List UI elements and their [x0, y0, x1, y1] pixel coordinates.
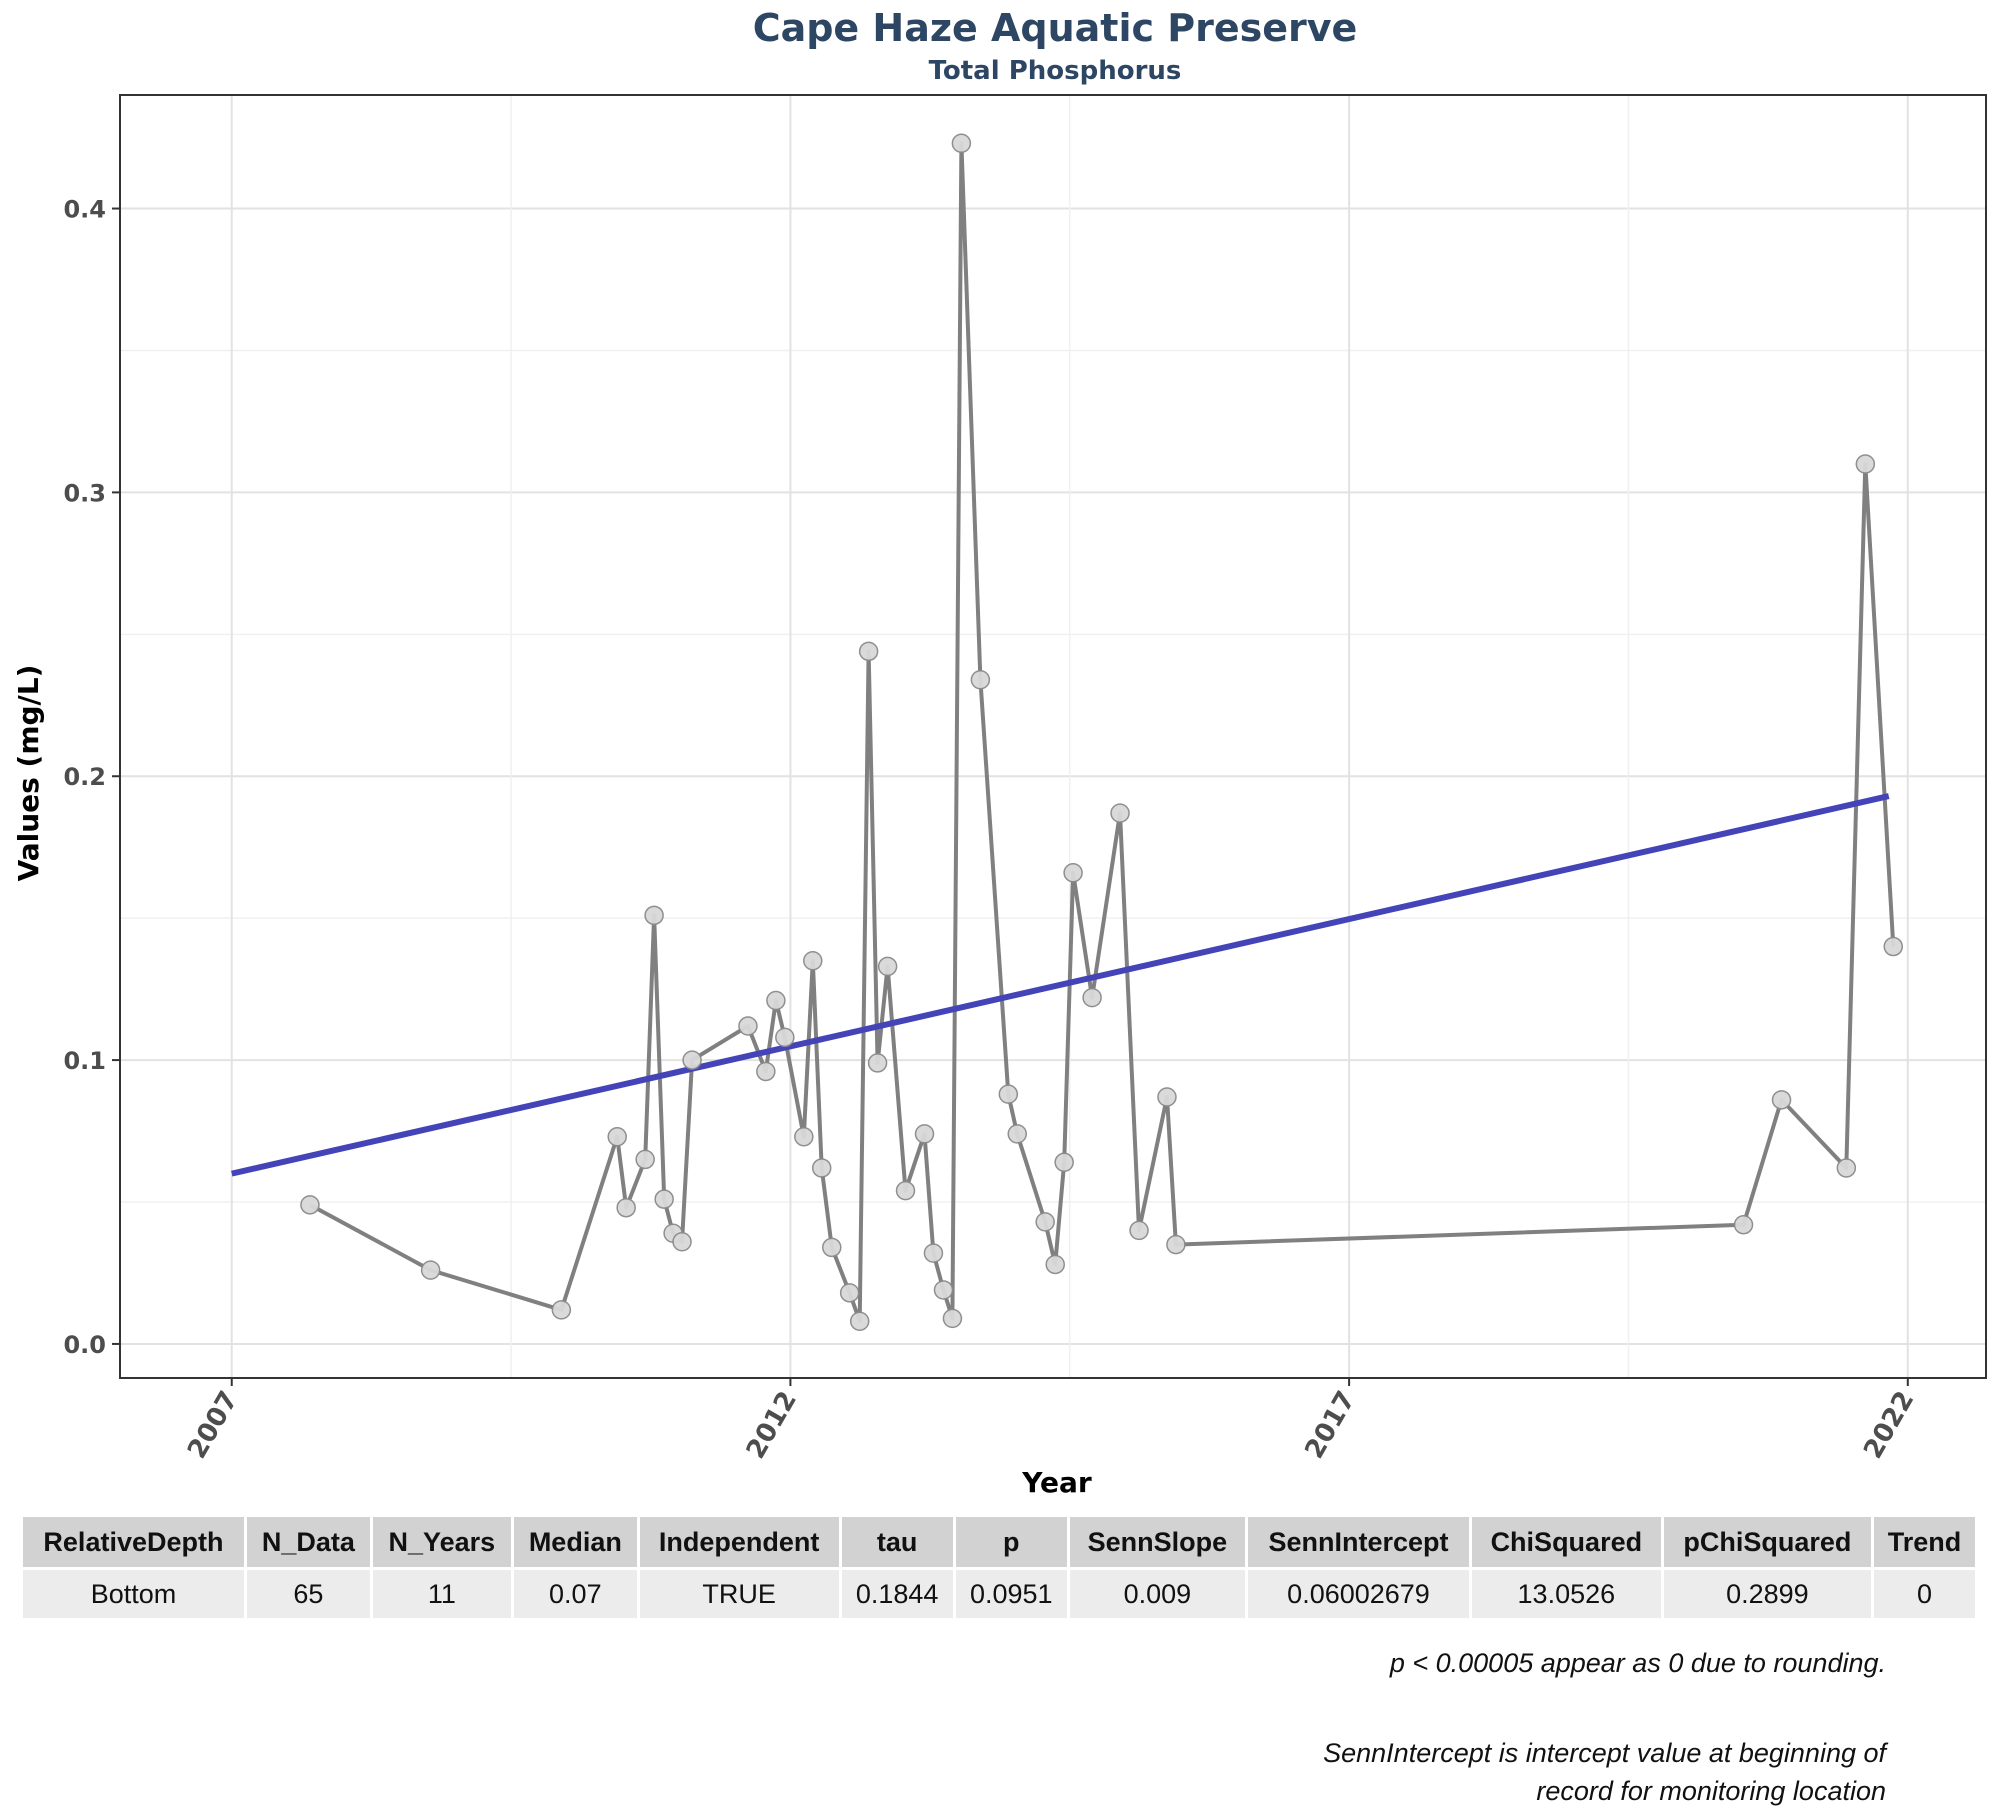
y-tick-label: 0.0: [63, 1331, 106, 1359]
data-point: [1733, 1214, 1754, 1235]
chart-subtitle: Total Phosphorus: [928, 56, 1182, 86]
table-cell: 65: [246, 1570, 370, 1618]
table-header-cell: N_Data: [246, 1517, 370, 1567]
data-point: [822, 1237, 842, 1258]
data-point: [1007, 1124, 1027, 1144]
data-point: [877, 956, 898, 977]
data-point: [895, 1180, 916, 1201]
data-point: [1063, 862, 1083, 883]
table-cell: 0.009: [1069, 1570, 1246, 1618]
table-header-cell: Independent: [639, 1517, 839, 1567]
data-point: [1035, 1212, 1055, 1232]
rounding-note: p < 0.00005 appear as 0 due to rounding.: [1389, 1648, 1886, 1678]
line-chart: 0.0 0.1 0.2 0.3 0.4 2007 2012 2017 2022 Year Val…: [12, 94, 1987, 1499]
intercept-note-line-2: record for monitoring location: [1536, 1776, 1886, 1806]
data-point: [1082, 987, 1102, 1008]
table-header-row: RelativeDepth N_Data N_Years Median Independ…: [23, 1517, 1975, 1567]
intercept-note-line-1: SennIntercept is intercept value at begi…: [1323, 1738, 1886, 1768]
data-point: [998, 1084, 1019, 1104]
table-cell: 0: [1874, 1570, 1975, 1618]
y-tick-label: 0.1: [63, 1047, 106, 1075]
data-point: [654, 1189, 674, 1209]
table-header-cell: ChiSquared: [1471, 1517, 1661, 1567]
data-point: [942, 1308, 963, 1329]
data-point: [803, 950, 823, 971]
table-cell: 0.07: [513, 1570, 637, 1618]
data-point: [1157, 1087, 1177, 1107]
data-point: [1166, 1234, 1186, 1255]
data-point: [1045, 1254, 1065, 1275]
data-point: [839, 1283, 860, 1303]
data-point: [867, 1053, 888, 1073]
x-tick-label: 2022: [1858, 1386, 1920, 1464]
data-point: [300, 1195, 320, 1215]
table-cell: 0.0951: [955, 1570, 1067, 1618]
table-header-cell: N_Years: [372, 1517, 511, 1567]
data-point: [811, 1158, 832, 1178]
table-header-cell: Trend: [1874, 1517, 1975, 1567]
table-header-cell: SennSlope: [1069, 1517, 1246, 1567]
data-point: [672, 1232, 692, 1252]
data-point: [756, 1061, 776, 1082]
plot-background: [120, 95, 1986, 1378]
y-tick-label: 0.4: [63, 196, 106, 224]
data-point: [1110, 803, 1130, 823]
chart-title: Cape Haze Aquatic Preserve: [752, 6, 1358, 50]
table-header-cell: p: [955, 1517, 1067, 1567]
data-point: [794, 1126, 814, 1147]
data-point: [951, 133, 972, 154]
data-point: [858, 641, 879, 662]
data-point: [775, 1027, 795, 1048]
data-point: [1883, 936, 1904, 957]
table-cell: Bottom: [23, 1570, 244, 1618]
y-tick-label: 0.3: [63, 479, 106, 507]
table-cell: 0.1844: [841, 1570, 953, 1618]
grid-lines: [120, 95, 1986, 1378]
table-header-cell: pChiSquared: [1663, 1517, 1872, 1567]
data-point: [849, 1311, 870, 1331]
y-tick-label: 0.2: [63, 763, 106, 791]
data-point: [616, 1197, 636, 1218]
data-point: [914, 1124, 935, 1144]
data-point: [970, 669, 991, 690]
table-row: Bottom 65 11 0.07 TRUE 0.1844 0.0951 0.009 0.060…: [23, 1570, 1975, 1618]
data-point: [1054, 1152, 1074, 1173]
x-axis-label: Year: [1021, 1466, 1092, 1499]
table-header-cell: RelativeDepth: [23, 1517, 244, 1567]
data-point: [607, 1126, 627, 1147]
x-tick-label: 2012: [741, 1386, 803, 1464]
table-cell: 11: [372, 1570, 511, 1618]
plot-border: [119, 94, 1987, 1379]
table-cell: 0.2899: [1663, 1570, 1872, 1618]
data-point: [1771, 1090, 1792, 1110]
table-cell: 13.0526: [1471, 1570, 1661, 1618]
data-point: [933, 1280, 954, 1300]
data-point: [738, 1016, 758, 1036]
data-point: [1836, 1158, 1857, 1178]
table-header-cell: Median: [513, 1517, 637, 1567]
table-header-cell: SennIntercept: [1248, 1517, 1469, 1567]
data-point: [420, 1260, 441, 1280]
data-point: [551, 1300, 572, 1320]
x-tick-label: 2017: [1299, 1386, 1361, 1464]
trend-statistics-table: RelativeDepth N_Data N_Years Median Independ…: [20, 1514, 1978, 1621]
table-header-cell: tau: [841, 1517, 953, 1567]
data-point: [644, 905, 664, 926]
senn-trend-line: [231, 793, 1890, 1177]
table-cell: TRUE: [639, 1570, 839, 1618]
data-point: [1129, 1220, 1149, 1241]
data-point: [1855, 454, 1876, 474]
data-point: [682, 1050, 702, 1070]
x-tick-label: 2007: [182, 1386, 244, 1464]
table-body: Bottom 65 11 0.07 TRUE 0.1844 0.0951 0.009 0.060…: [23, 1570, 1975, 1618]
series-layer: [231, 133, 1904, 1331]
y-axis-label: Values (mg/L): [12, 665, 45, 882]
data-point: [635, 1149, 655, 1170]
data-point: [766, 990, 786, 1011]
table-cell: 0.06002679: [1248, 1570, 1469, 1618]
data-point: [923, 1243, 944, 1263]
